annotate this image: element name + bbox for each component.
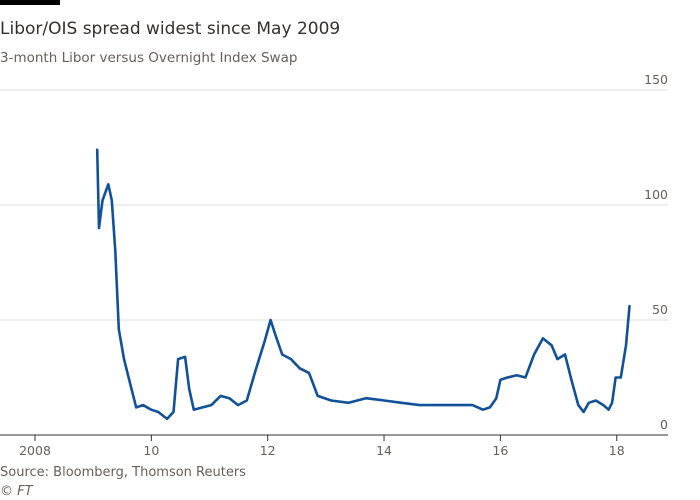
y-tick-label: 50 [652, 302, 668, 317]
x-tick-label: 16 [492, 443, 508, 458]
y-tick-label: 150 [644, 72, 668, 87]
x-tick-label: 10 [143, 443, 159, 458]
x-tick-label: 2008 [19, 443, 51, 458]
line [95, 148, 631, 421]
chart-title: Libor/OIS spread widest since May 2009 [0, 19, 340, 39]
x-tick-label: 18 [609, 443, 625, 458]
y-tick-label: 0 [660, 417, 668, 432]
y-tick-label: 100 [644, 187, 668, 202]
x-tick-label: 12 [260, 443, 276, 458]
source: Source: Bloomberg, Thomson Reuters [0, 465, 246, 480]
credit: © FT [0, 484, 34, 499]
x-tick-label: 14 [376, 443, 392, 458]
brand-bar [0, 0, 60, 5]
chart-subtitle: 3-month Libor versus Overnight Index Swa… [0, 50, 297, 66]
